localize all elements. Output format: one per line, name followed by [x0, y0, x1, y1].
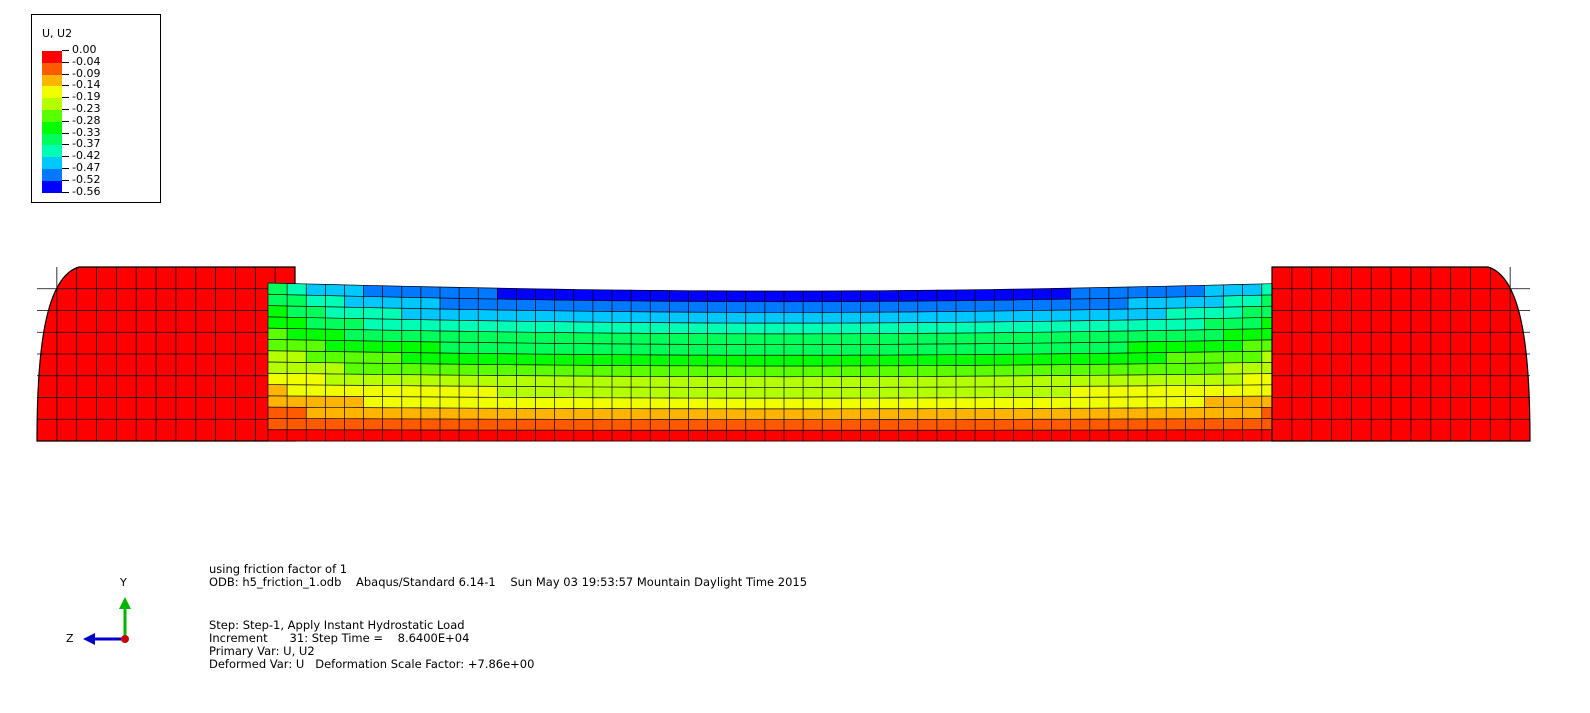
legend-tick-label: -0.47 [62, 162, 152, 174]
step-info: Step: Step-1, Apply Instant Hydrostatic … [209, 619, 534, 671]
legend-tick-label: -0.19 [62, 91, 152, 103]
legend-tick-label: -0.28 [62, 114, 152, 127]
legend-swatch [42, 74, 62, 87]
left-end-block [36, 266, 296, 442]
contour-legend: U, U2 0.00 -0.04 -0.09 -0.14 -0.19 -0.23 -0.28… [31, 14, 161, 203]
deformed-var-line: Deformed Var: U Deformation Scale Factor… [209, 657, 535, 671]
model-info-header: using friction factor of 1 ODB: h5_frict… [209, 563, 807, 589]
increment-line: Increment 31: Step Time = 8.6400E+04 [209, 631, 470, 645]
legend-tick-label: -0.04 [62, 55, 152, 68]
legend-swatch [42, 145, 62, 158]
legend-swatch [42, 157, 62, 169]
legend-tick-label: -0.56 [62, 185, 152, 198]
legend-swatch [42, 168, 62, 181]
z-arrow-head [83, 633, 95, 645]
primary-var-line: Primary Var: U, U2 [209, 644, 315, 658]
legend-swatch [42, 62, 62, 75]
legend-swatch [42, 86, 62, 99]
z-axis-label: Z [66, 632, 74, 645]
y-axis-label: Y [120, 576, 127, 589]
legend-tick-label: -0.42 [62, 150, 152, 162]
legend-tick-label: 0.00 [62, 44, 152, 56]
center-pipe-contour [267, 282, 1301, 442]
title-line: using friction factor of 1 [209, 562, 348, 576]
legend-tick-label: -0.23 [62, 103, 152, 115]
y-arrow-head [119, 597, 131, 609]
legend-swatch [42, 121, 62, 134]
legend-swatch [42, 180, 62, 193]
legend-swatch [42, 133, 62, 146]
legend-swatch [42, 98, 62, 110]
legend-swatch [42, 109, 62, 122]
legend-tick-label: -0.52 [62, 173, 152, 186]
legend-tick-label: -0.37 [62, 138, 152, 150]
legend-tick-label: -0.09 [62, 67, 152, 80]
legend-color-bar [42, 51, 62, 193]
right-end-block [1271, 266, 1531, 442]
coordinate-triad [83, 597, 131, 645]
legend-title: U, U2 [42, 27, 73, 40]
legend-tick-label: -0.33 [62, 126, 152, 139]
odb-line: ODB: h5_friction_1.odb Abaqus/Standard 6… [209, 575, 808, 589]
triad-origin [121, 635, 129, 643]
legend-tick-label: -0.14 [62, 79, 152, 91]
legend-swatch [42, 51, 62, 63]
step-line: Step: Step-1, Apply Instant Hydrostatic … [209, 618, 465, 632]
